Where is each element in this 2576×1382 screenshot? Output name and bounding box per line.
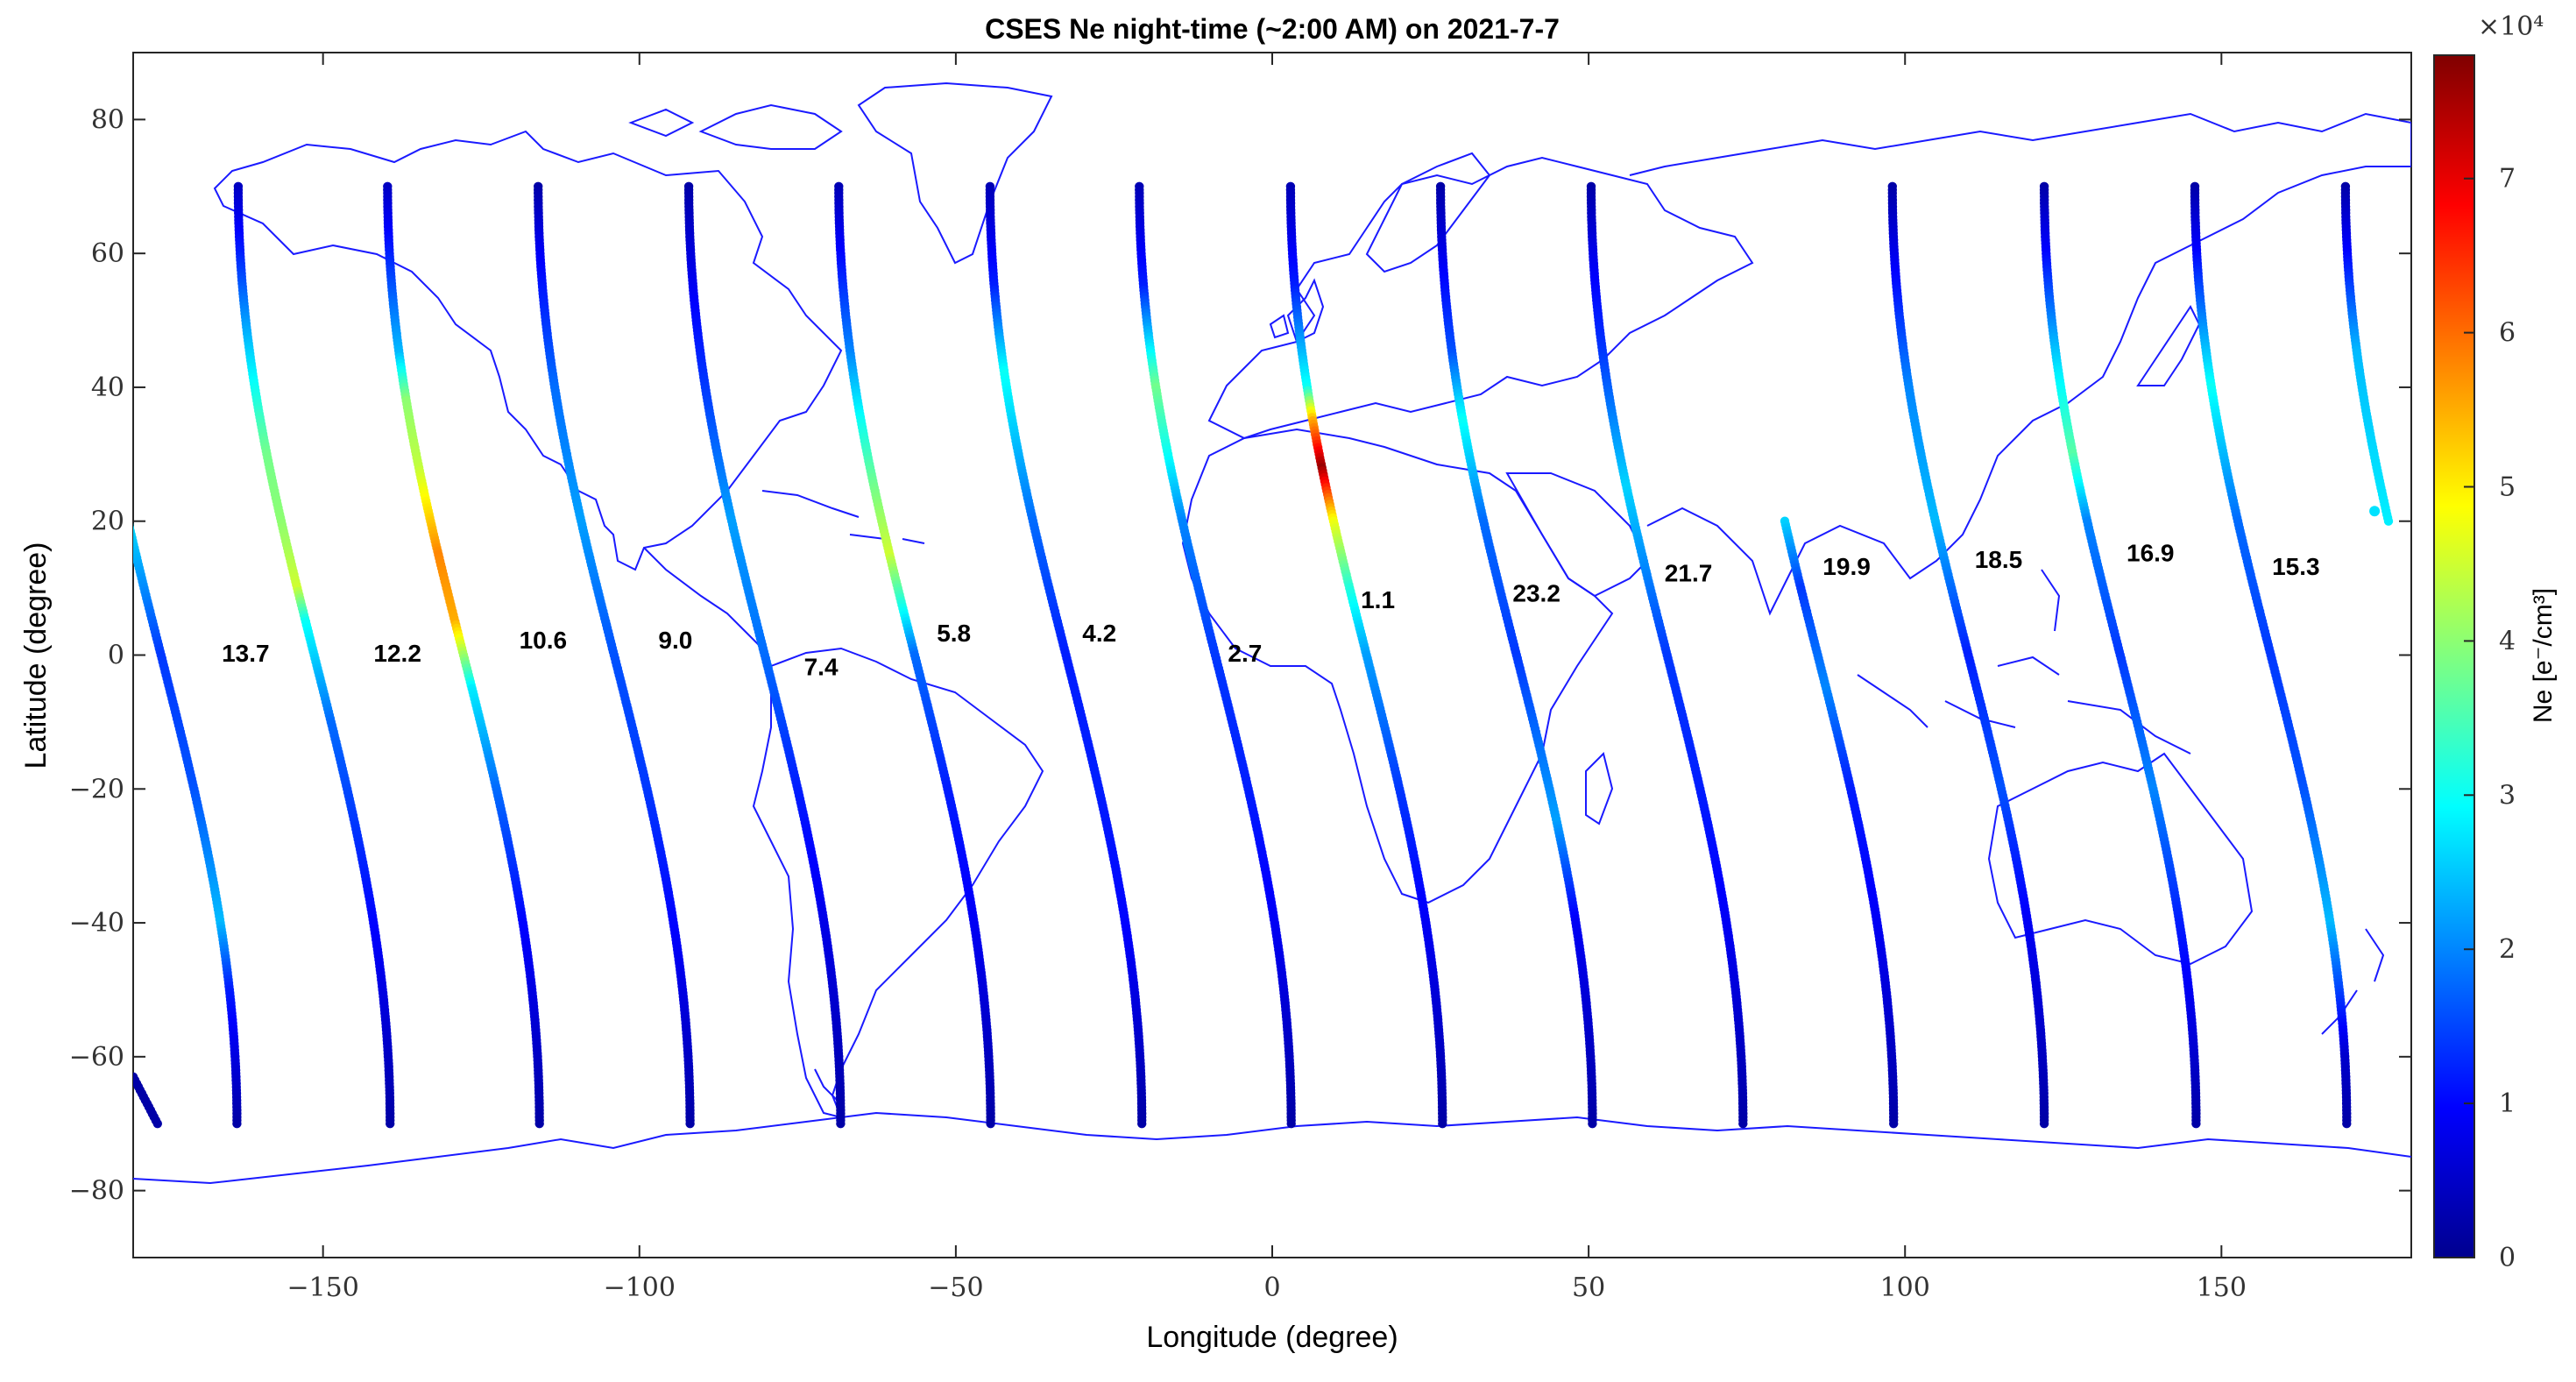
orbit-0-point (232, 1119, 242, 1129)
orbit-7-point (1286, 1119, 1296, 1129)
orbit-label: 16.9 (2127, 540, 2175, 567)
orbit-label: 4.2 (1082, 620, 1116, 647)
colorbar-ticks: 0 1 2 3 4 5 6 7 (2464, 164, 2516, 1273)
orbit-label: 12.2 (373, 640, 421, 667)
orbit-5-point (986, 1119, 995, 1129)
orbit-label: 21.7 (1665, 560, 1713, 587)
orbit-label: 23.2 (1512, 579, 1560, 606)
x-tick-label: 0 (1263, 1272, 1280, 1303)
x-axis-label: Longitude (degree) (1146, 1321, 1398, 1354)
y-tick-label: 40 (91, 372, 124, 403)
orbit-labels: 13.7 12.2 10.6 9.0 7.4 5.8 4.2 2.7 1.1 23.2 21.7 19… (222, 540, 2320, 681)
y-tick-label: −40 (69, 908, 124, 939)
x-tick-label: −50 (928, 1272, 983, 1303)
south-america-coastline (752, 647, 1044, 1119)
colorbar-tick-label: 5 (2499, 472, 2516, 503)
orbit-label: 10.6 (520, 627, 568, 654)
asia-coastline (1629, 112, 2411, 616)
orbit-15-point (152, 1119, 162, 1129)
antarctica-coastline (133, 1111, 2411, 1185)
orbit-16-point (2383, 516, 2394, 526)
greenland-coastline (857, 82, 1053, 265)
orbit-2-point (534, 1119, 544, 1129)
y-tick-label: 80 (91, 104, 124, 135)
canadian-archipelago-coastline (628, 103, 843, 150)
colorbar-multiplier: ×10⁴ (2478, 11, 2544, 42)
colorbar-tick-label: 4 (2499, 626, 2516, 656)
orbit-label: 19.9 (1822, 553, 1871, 580)
y-tick-label: −80 (69, 1176, 124, 1207)
y-tick-label: −20 (69, 774, 124, 804)
africa-coastline (1181, 428, 1614, 904)
north-america-coastline (213, 130, 843, 571)
y-axis-label: Latitude (degree) (19, 542, 53, 769)
orbit-label: 15.3 (2272, 553, 2320, 580)
colorbar-tick-label: 1 (2499, 1088, 2516, 1119)
orbit-label: 7.4 (804, 653, 839, 680)
madagascar-coastline (1585, 752, 1614, 826)
orbit-tracks (124, 181, 2394, 1129)
x-tick-label: 50 (1572, 1272, 1605, 1303)
x-tick-label: 100 (1880, 1272, 1930, 1303)
orbit-6-point (1137, 1119, 1147, 1129)
y-tick-label: 20 (91, 507, 124, 537)
chart-title: CSES Ne night-time (~2:00 AM) on 2021-7-… (985, 13, 1560, 45)
orbit-0-point (133, 522, 134, 527)
orbit-3-point (685, 1119, 695, 1129)
antarctic-peninsula-coastline (814, 1068, 842, 1105)
colorbar-tick-label: 0 (2499, 1243, 2516, 1273)
x-axis: −150 −100 −50 0 50 100 150 (287, 53, 2247, 1303)
plot-area (132, 52, 2412, 1258)
japan-coastline (2136, 305, 2201, 386)
orbit-4-point (836, 1119, 846, 1129)
colorbar-tick-label: 3 (2499, 780, 2516, 811)
caribbean-coastline (761, 490, 925, 544)
x-tick-label: −150 (287, 1272, 358, 1303)
colorbar-tick-label: 7 (2499, 164, 2516, 195)
x-tick-label: −100 (604, 1272, 676, 1303)
europe-coastline (1207, 156, 1754, 440)
australia-coastline (1987, 752, 2254, 966)
colorbar-tick-label: 6 (2499, 318, 2516, 349)
orbit-0-point (124, 517, 132, 526)
y-tick-label: 60 (91, 238, 124, 269)
coastlines (133, 82, 2411, 1185)
orbit-8-point (1438, 1119, 1447, 1129)
colorbar (2433, 54, 2475, 1258)
orbit-label: 13.7 (222, 640, 270, 667)
orbit-label: 18.5 (1975, 546, 2023, 573)
orbit-14-point (2342, 1119, 2352, 1129)
orbit-13-point (2191, 1119, 2201, 1129)
orbit-point (2369, 506, 2381, 517)
orbit-label: 9.0 (658, 627, 692, 654)
y-axis: −80 −60 −40 −20 0 20 40 60 80 (69, 104, 2411, 1207)
scandinavia-coastline (1365, 152, 1491, 273)
x-tick-label: 150 (2197, 1272, 2247, 1303)
colorbar-tick-label: 2 (2499, 934, 2516, 965)
orbit-11-point (1889, 1119, 1899, 1129)
orbit-10-point (1738, 1119, 1748, 1129)
orbit-9-point (1588, 1119, 1597, 1129)
y-tick-label: −60 (69, 1042, 124, 1073)
arabia-coastline (1505, 472, 1649, 598)
colorbar-label: Ne [e⁻/cm³] (2529, 588, 2558, 723)
orbit-1-point (386, 1119, 395, 1129)
orbit-label: 1.1 (1361, 586, 1395, 613)
orbit-12-point (2039, 1119, 2049, 1129)
y-tick-label: 0 (108, 641, 124, 671)
orbit-label: 2.7 (1228, 640, 1262, 667)
orbit-label: 5.8 (937, 620, 971, 647)
